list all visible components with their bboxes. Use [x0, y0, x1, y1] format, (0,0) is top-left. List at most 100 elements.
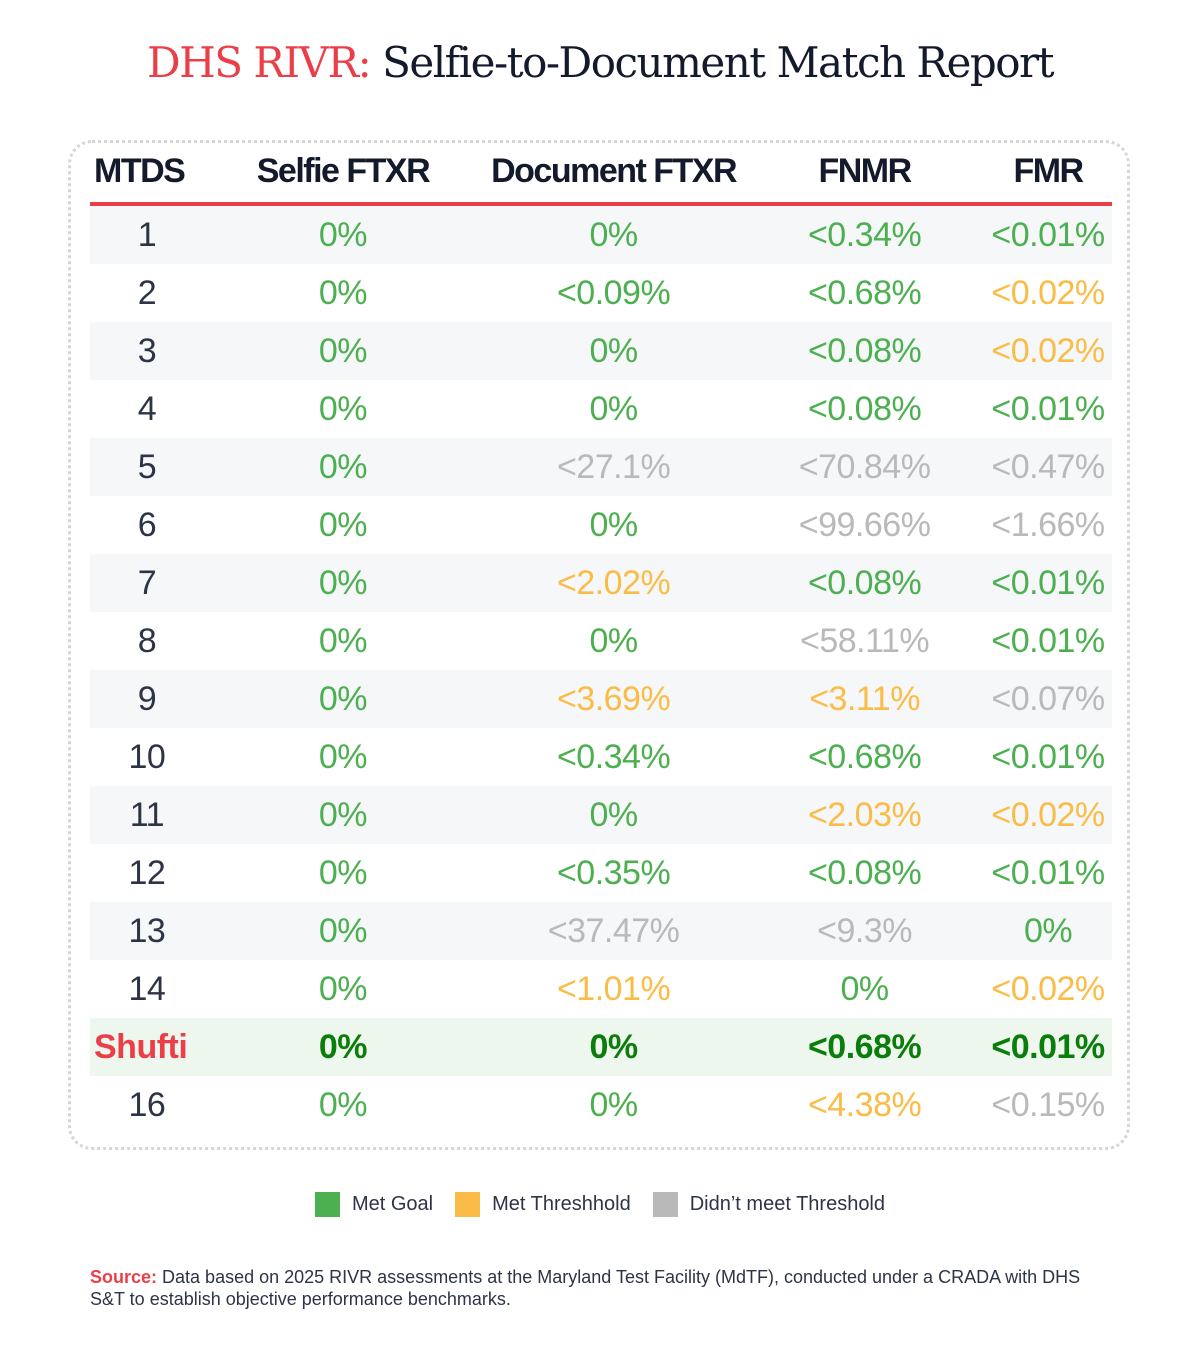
header-row: MTDS Selfie FTXR Document FTXR FNMR FMR — [90, 140, 1112, 206]
table-cell: <0.09% — [556, 273, 671, 312]
table-row: 7 0% <2.02% <0.08% <0.01% — [90, 554, 1112, 612]
table-cell: <0.08% — [745, 554, 985, 612]
legend-item: Met Threshhold — [455, 1192, 631, 1217]
table-cell: <0.68% — [807, 273, 922, 312]
legend: Met Goal Met Threshhold Didn’t meet Thresh… — [0, 1192, 1200, 1217]
table-cell: <0.01% — [984, 204, 1112, 264]
table-cell: 0% — [589, 505, 639, 544]
table-cell: 0% — [589, 389, 639, 428]
table-cell: <0.08% — [745, 322, 985, 380]
table-cell: 0% — [203, 902, 483, 960]
row-label: 7 — [90, 554, 204, 612]
legend-item: Didn’t meet Threshold — [652, 1192, 886, 1217]
table-cell: 0% — [318, 621, 368, 660]
legend-label: Didn’t meet Threshold — [689, 1193, 886, 1215]
table-cell: <2.02% — [482, 554, 746, 612]
row-label: 1 — [90, 204, 204, 264]
legend-label: Met Goal — [351, 1193, 434, 1215]
table-row: 11 0% 0% <2.03% <0.02% — [90, 786, 1112, 844]
table-row: 1 0% 0% <0.34% <0.01% — [90, 204, 1112, 264]
row-label: 2 — [137, 273, 157, 312]
table-cell: <0.68% — [745, 1018, 985, 1076]
source-label: Source: — [90, 1267, 158, 1287]
table-cell: 0% — [318, 853, 368, 892]
table-cell: 0% — [318, 737, 368, 776]
table-cell: <0.02% — [984, 786, 1112, 844]
table-row: 13 0% <37.47% <9.3% 0% — [90, 902, 1112, 960]
table-cell: 0% — [203, 204, 483, 264]
row-label: Shufti — [90, 1018, 204, 1076]
row-label: 16 — [128, 1085, 166, 1124]
column-header: FMR — [984, 140, 1112, 206]
table-cell: <1.66% — [991, 505, 1105, 544]
table-row: 14 0% <1.01% 0% <0.02% — [90, 960, 1112, 1018]
row-label: 14 — [128, 969, 166, 1008]
table-cell: <58.11% — [800, 621, 930, 660]
table-row: 9 0% <3.69% <3.11% <0.07% — [90, 670, 1112, 728]
highlight-row: Shufti 0% 0% <0.68% <0.01% — [90, 1018, 1112, 1076]
column-header: Selfie FTXR — [203, 140, 483, 206]
table-cell: 0% — [203, 1018, 483, 1076]
table-cell: <0.68% — [807, 737, 922, 776]
row-label: 12 — [128, 853, 166, 892]
table-row: 10 0% <0.34% <0.68% <0.01% — [90, 728, 1112, 786]
table-cell: <0.07% — [984, 670, 1112, 728]
table-cell: <2.03% — [745, 786, 985, 844]
table-cell: <0.01% — [991, 621, 1105, 660]
row-label: 4 — [137, 389, 157, 428]
legend-item: Met Goal — [314, 1192, 434, 1217]
column-header: MTDS — [90, 140, 204, 206]
table-cell: <0.34% — [556, 737, 671, 776]
table-cell: <0.02% — [984, 322, 1112, 380]
table-row: 8 0% 0% <58.11% <0.01% — [90, 612, 1112, 670]
table-cell: <99.66% — [798, 505, 931, 544]
row-label: 3 — [90, 322, 204, 380]
table-cell: 0% — [589, 621, 639, 660]
table-cell: <0.02% — [991, 273, 1105, 312]
row-label: 5 — [90, 438, 204, 496]
table-cell: 0% — [589, 1085, 639, 1124]
table-row: 3 0% 0% <0.08% <0.02% — [90, 322, 1112, 380]
table-cell: 0% — [203, 786, 483, 844]
table-cell: <0.47% — [984, 438, 1112, 496]
table-cell: 0% — [482, 322, 746, 380]
row-label: 8 — [137, 621, 157, 660]
table-cell: 0% — [203, 670, 483, 728]
table-cell: <0.15% — [991, 1085, 1105, 1124]
table-cell: 0% — [318, 505, 368, 544]
table-cell: <4.38% — [807, 1085, 922, 1124]
source-text: Data based on 2025 RIVR assessments at t… — [90, 1267, 1081, 1309]
table-row: 16 0% 0% <4.38% <0.15% — [90, 1076, 1112, 1134]
table-cell: 0% — [203, 554, 483, 612]
table-cell: <0.01% — [991, 389, 1105, 428]
table-cell: <0.35% — [556, 853, 671, 892]
column-header: Document FTXR — [482, 140, 746, 206]
table-cell: <0.01% — [991, 737, 1105, 776]
table-cell: <0.02% — [991, 969, 1105, 1008]
row-label: 9 — [90, 670, 204, 728]
table-row: 12 0% <0.35% <0.08% <0.01% — [90, 844, 1112, 902]
table-cell: 0% — [318, 1085, 368, 1124]
table-cell: 0% — [318, 969, 368, 1008]
legend-swatch-icon — [455, 1192, 481, 1217]
source-note: Source: Data based on 2025 RIVR assessme… — [90, 1266, 1090, 1310]
table-cell: <0.34% — [745, 204, 985, 264]
table-cell: <9.3% — [745, 902, 985, 960]
title-rest: Selfie-to-Document Match Report — [370, 38, 1054, 87]
legend-swatch-icon — [314, 1192, 340, 1217]
legend-swatch-icon — [652, 1192, 678, 1217]
results-table: MTDS Selfie FTXR Document FTXR FNMR FMR 1 0% 0… — [90, 140, 1112, 1134]
title-highlight: DHS RIVR: — [147, 38, 372, 87]
table-cell: 0% — [840, 969, 890, 1008]
table-cell: <0.08% — [807, 389, 922, 428]
table-row: 6 0% 0% <99.66% <1.66% — [90, 496, 1112, 554]
table-cell: <3.11% — [745, 670, 985, 728]
row-label: 10 — [128, 737, 166, 776]
table-cell: 0% — [318, 389, 368, 428]
table-row: 5 0% <27.1% <70.84% <0.47% — [90, 438, 1112, 496]
page-title: DHS RIVR: Selfie-to-Document Match Repor… — [0, 38, 1200, 87]
table-cell: 0% — [203, 322, 483, 380]
table-cell: <3.69% — [482, 670, 746, 728]
table-cell: <0.01% — [991, 853, 1105, 892]
table-cell: <1.01% — [556, 969, 671, 1008]
